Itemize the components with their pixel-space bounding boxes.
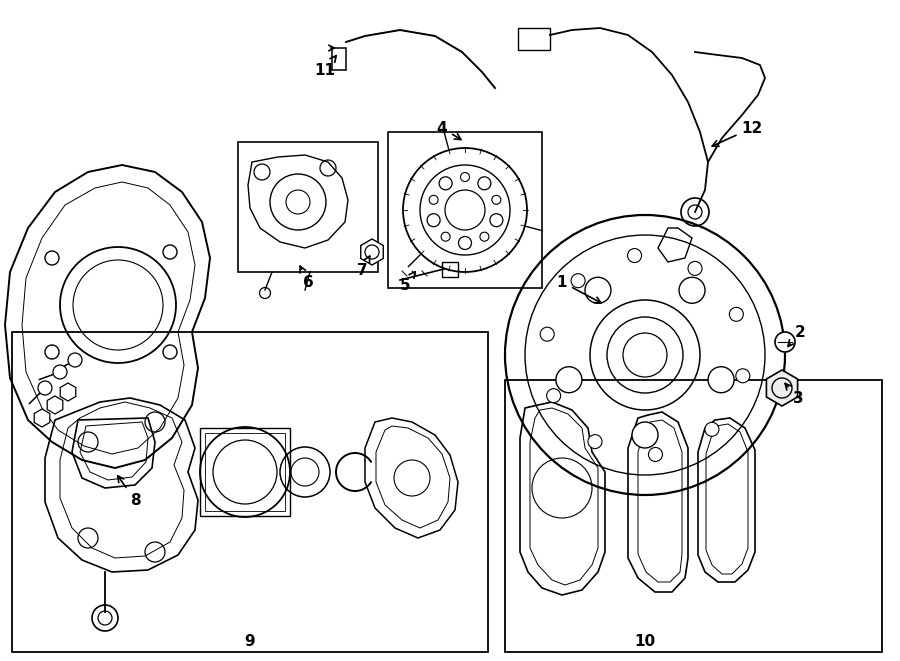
Circle shape	[490, 214, 503, 227]
Circle shape	[461, 173, 470, 182]
Circle shape	[688, 261, 702, 276]
Circle shape	[428, 214, 440, 227]
Polygon shape	[60, 383, 76, 401]
Circle shape	[38, 381, 52, 395]
Bar	[332, 48, 346, 70]
Circle shape	[429, 195, 438, 204]
Polygon shape	[34, 409, 50, 427]
Circle shape	[627, 249, 642, 262]
Circle shape	[439, 176, 452, 190]
Text: 3: 3	[785, 383, 804, 405]
Circle shape	[572, 274, 585, 288]
Bar	[238, 142, 378, 272]
Bar	[505, 380, 882, 652]
Circle shape	[540, 327, 554, 341]
Bar	[388, 132, 542, 288]
Text: 4: 4	[436, 120, 461, 139]
Circle shape	[478, 176, 491, 190]
Text: 10: 10	[634, 635, 655, 650]
Text: 8: 8	[118, 476, 140, 508]
Circle shape	[585, 277, 611, 303]
Circle shape	[68, 353, 82, 367]
Text: 11: 11	[314, 56, 337, 77]
Bar	[12, 332, 488, 652]
Circle shape	[649, 447, 662, 461]
Circle shape	[588, 434, 602, 449]
Bar	[518, 28, 550, 50]
Circle shape	[736, 369, 750, 383]
Text: 12: 12	[712, 120, 762, 146]
Bar	[205, 433, 285, 511]
Circle shape	[775, 332, 795, 352]
Polygon shape	[47, 396, 63, 414]
Bar	[442, 262, 458, 277]
Bar	[200, 428, 290, 516]
Circle shape	[632, 422, 658, 448]
Circle shape	[492, 195, 501, 204]
Text: 9: 9	[245, 635, 256, 650]
Text: 5: 5	[400, 272, 415, 293]
Circle shape	[458, 237, 472, 249]
Circle shape	[729, 307, 743, 321]
Circle shape	[441, 232, 450, 241]
Circle shape	[556, 367, 582, 393]
Text: 1: 1	[557, 274, 601, 303]
Circle shape	[679, 277, 705, 303]
Circle shape	[708, 367, 734, 393]
Circle shape	[480, 232, 489, 241]
Text: 6: 6	[300, 266, 313, 290]
Text: 7: 7	[356, 256, 370, 278]
Text: 2: 2	[788, 325, 806, 346]
Circle shape	[546, 389, 561, 403]
Circle shape	[53, 365, 67, 379]
Circle shape	[705, 422, 719, 436]
Polygon shape	[767, 370, 797, 406]
Polygon shape	[361, 239, 383, 265]
